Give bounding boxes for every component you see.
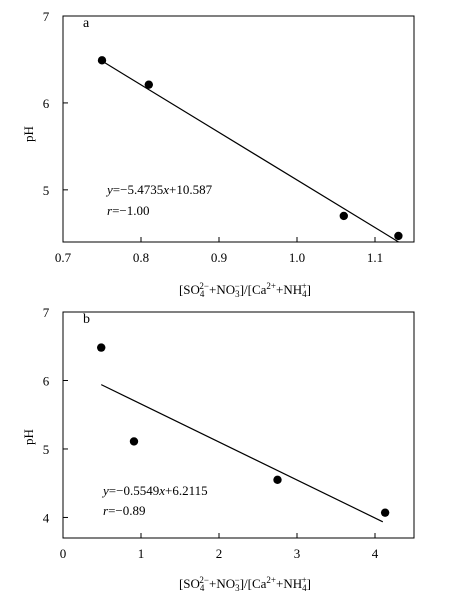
data-point	[380, 508, 390, 517]
fit-line-group	[101, 60, 399, 243]
panel-b: 0 1 2 3 4 4 5 6 7 b y=−0.5549x+6.2115 r=−0.89 pH…	[21, 305, 415, 593]
ticks: 0.7 0.8 0.9 1.0 1.1 5 6 7	[43, 9, 383, 265]
y-axis-title: pH	[21, 126, 36, 142]
data-point	[97, 343, 106, 352]
points-group	[97, 56, 403, 241]
x-tick-label: 3	[294, 546, 301, 561]
x-tick-label: 0.9	[211, 250, 227, 265]
correlation-line: r=−1.00	[107, 203, 149, 218]
y-tick-label: 5	[43, 183, 50, 198]
equation-line: y=−5.4735x+10.587	[105, 182, 213, 197]
x-tick-label: 1.0	[289, 250, 305, 265]
data-point	[273, 475, 282, 484]
y-tick-label: 7	[43, 9, 50, 24]
fit-line-group	[100, 384, 384, 523]
y-axis-title: pH	[21, 429, 36, 445]
y-tick-label: 5	[43, 442, 50, 457]
y-tick-label: 4	[43, 510, 50, 525]
data-point	[97, 56, 107, 65]
panel-a: 0.7 0.8 0.9 1.0 1.1 5 6 7 a y=−5.4735x+10.587 r…	[21, 9, 415, 299]
x-axis-title: [SO42−+NO3−]/[Ca2++NH4+]	[179, 575, 311, 593]
x-tick-label: 1	[138, 546, 145, 561]
panel-label: b	[83, 312, 90, 327]
x-tick-label: 0.8	[133, 250, 149, 265]
regression-line	[101, 60, 399, 243]
panel-label: a	[83, 16, 90, 31]
x-tick-label: 0.7	[55, 250, 72, 265]
correlation-line: r=−0.89	[103, 503, 145, 518]
x-axis-title: [SO42−+NO3−]/[Ca2++NH4+]	[179, 281, 311, 299]
plot-frame	[62, 311, 415, 539]
points-group	[97, 343, 390, 517]
y-tick-label: 6	[43, 373, 50, 388]
regression-line	[100, 384, 384, 523]
ticks: 0 1 2 3 4 4 5 6 7	[43, 305, 379, 561]
data-point	[394, 231, 403, 241]
plot-frame	[62, 15, 415, 243]
data-point	[144, 80, 153, 89]
x-tick-label: 0	[60, 546, 67, 561]
data-point	[129, 437, 139, 446]
y-tick-label: 7	[43, 305, 50, 320]
x-tick-label: 2	[216, 546, 223, 561]
y-tick-label: 6	[43, 96, 50, 111]
equation-line: y=−0.5549x+6.2115	[101, 483, 208, 498]
data-point	[339, 211, 348, 221]
x-tick-label: 4	[372, 546, 379, 561]
x-tick-label: 1.1	[367, 250, 383, 265]
